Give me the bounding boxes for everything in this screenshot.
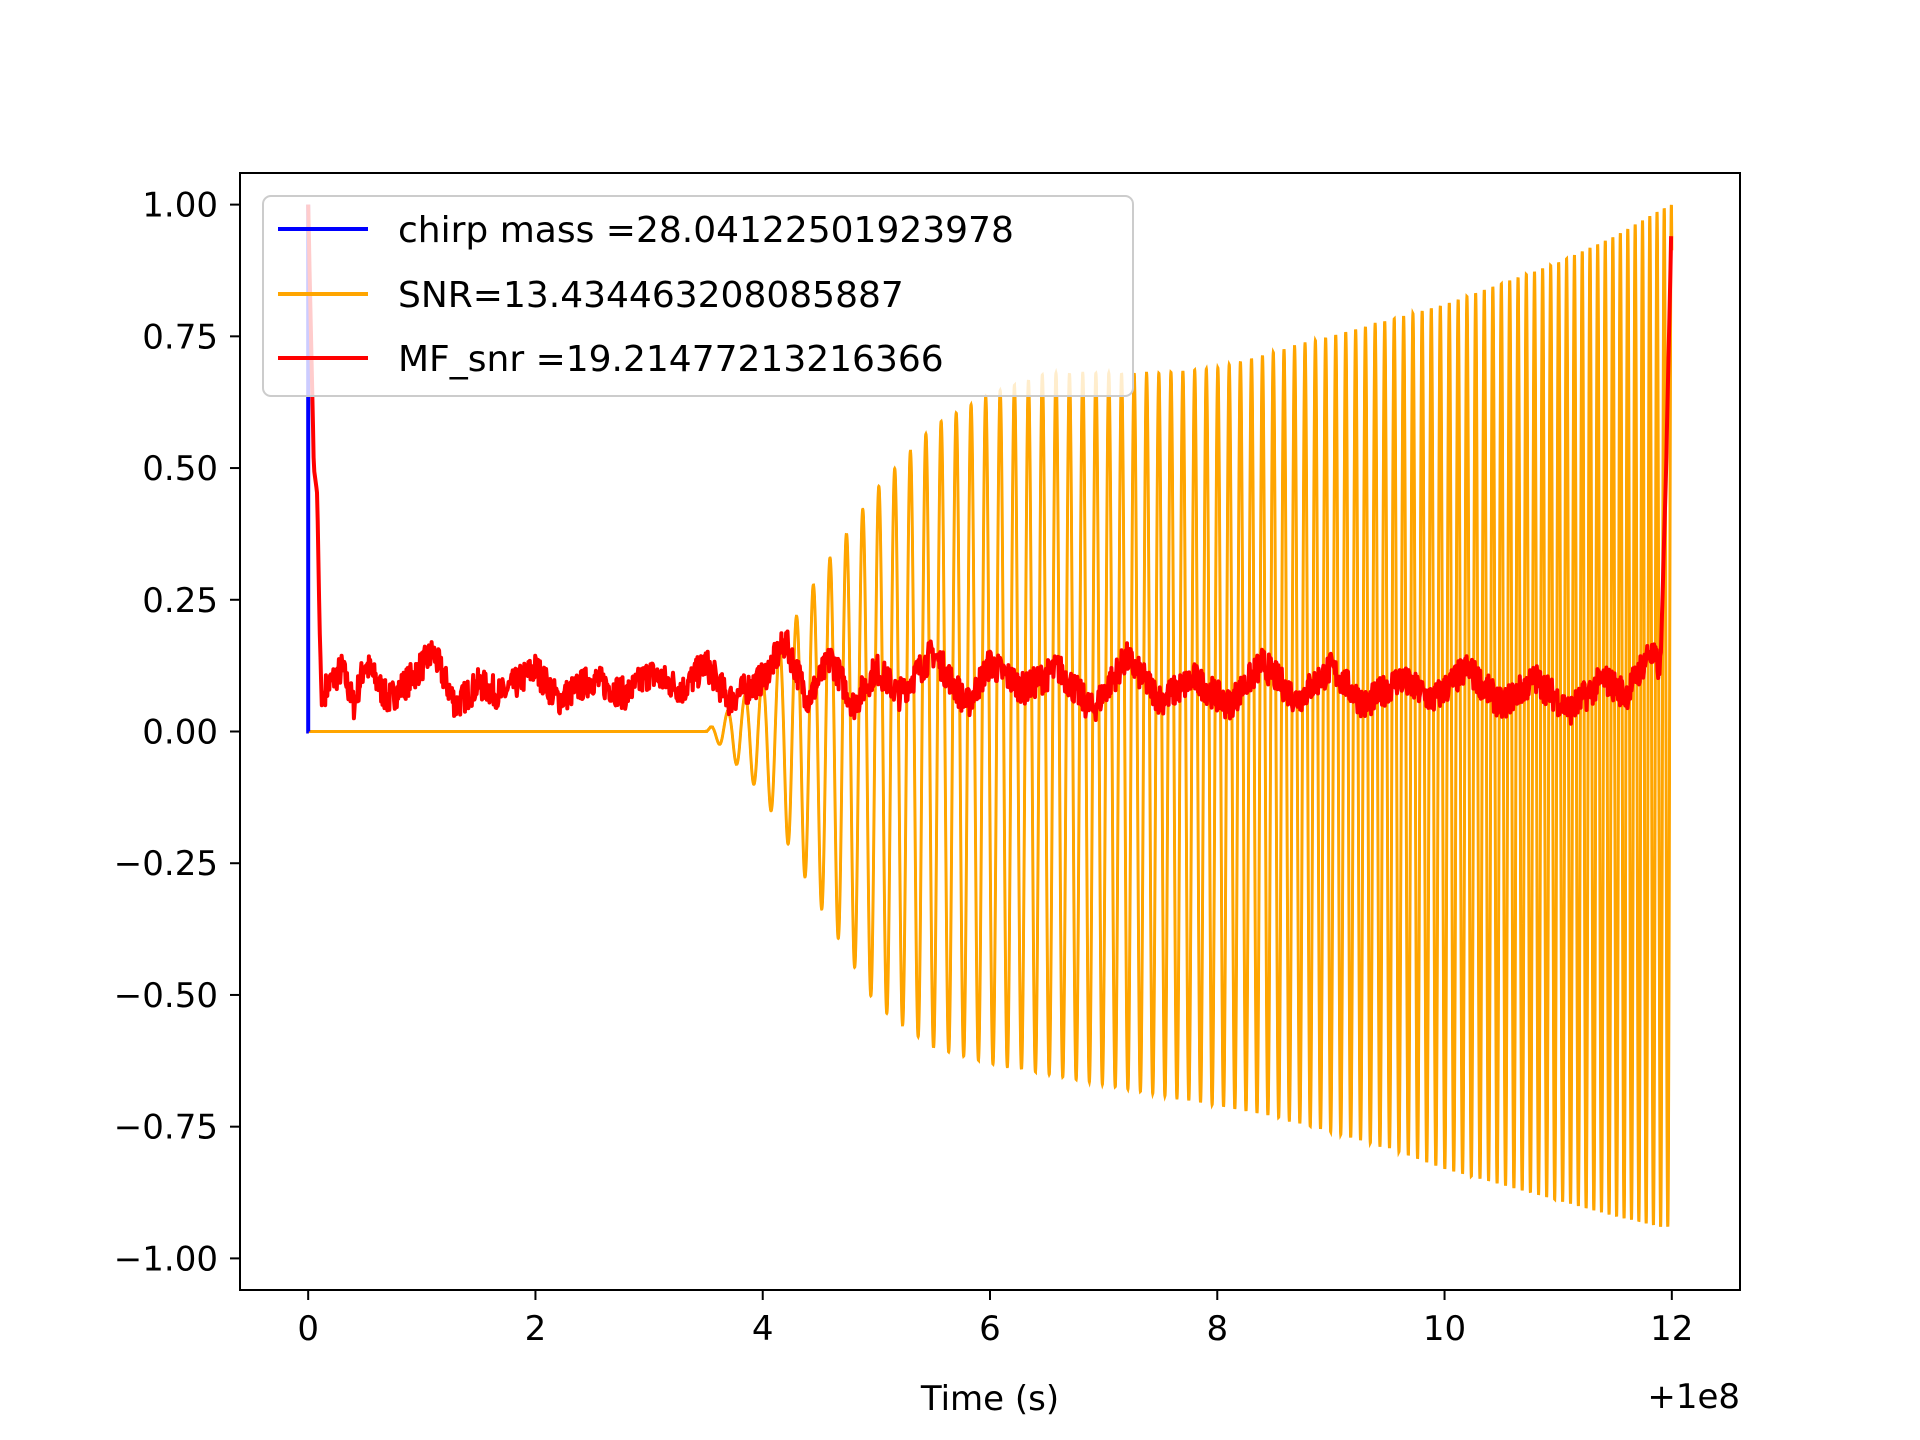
x-tick-label: 2	[525, 1309, 547, 1349]
series-chirp-mass	[306, 204, 311, 734]
x-tick-label: 10	[1423, 1309, 1466, 1349]
series-snr	[308, 204, 1674, 1227]
legend: chirp mass =28.04122501923978 SNR=13.434…	[262, 195, 1134, 397]
legend-box	[262, 195, 1134, 397]
y-tick-label: 0.25	[142, 581, 218, 621]
x-axis-label: Time (s)	[920, 1379, 1059, 1419]
x-axis: 0 2 4 6 8 10 12	[297, 1290, 1693, 1349]
y-tick-label: 1.00	[142, 186, 218, 226]
y-tick-label: −0.50	[114, 976, 218, 1016]
y-tick-label: 0.50	[142, 449, 218, 489]
chirp-mass-line	[306, 204, 311, 734]
legend-label-snr: SNR=13.434463208085887	[398, 275, 904, 316]
x-tick-label: 6	[979, 1309, 1001, 1349]
x-tick-label: 4	[752, 1309, 774, 1349]
x-offset-label: +1e8	[1647, 1377, 1740, 1417]
y-tick-label: −0.25	[114, 844, 218, 884]
series-mf-snr	[306, 204, 1674, 726]
x-tick-label: 12	[1650, 1309, 1693, 1349]
legend-label-mf-snr: MF_snr =19.21477213216366	[398, 339, 944, 380]
legend-label-chirp-mass: chirp mass =28.04122501923978	[398, 210, 1014, 251]
y-tick-label: 0.00	[142, 713, 218, 753]
mf-snr-line	[306, 204, 1674, 726]
y-axis: 1.00 0.75 0.50 0.25 0.00 −0.25 −0.50 −0.75 −1.00	[114, 186, 240, 1279]
y-tick-label: −1.00	[114, 1239, 218, 1279]
x-tick-label: 0	[297, 1309, 319, 1349]
y-tick-label: 0.75	[142, 317, 218, 357]
y-tick-label: −0.75	[114, 1108, 218, 1148]
snr-line	[308, 204, 1674, 1227]
x-tick-label: 8	[1206, 1309, 1228, 1349]
